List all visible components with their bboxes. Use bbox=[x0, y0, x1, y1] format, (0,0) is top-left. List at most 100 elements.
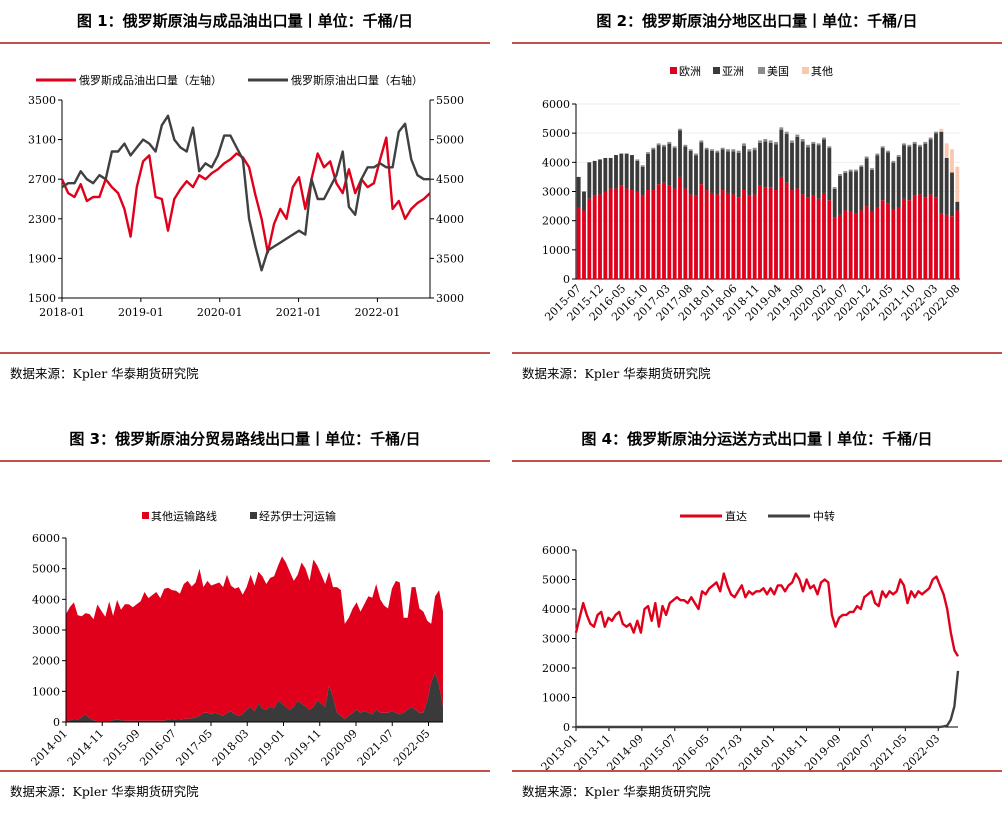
source-rule bbox=[512, 352, 1002, 354]
series-line-2 bbox=[576, 670, 960, 729]
bar-segment-europe bbox=[838, 214, 842, 279]
bar-segment-asia bbox=[790, 142, 794, 191]
bar-segment-usa bbox=[768, 140, 773, 143]
bar-segment-usa bbox=[886, 150, 890, 153]
bar-segment-asia bbox=[598, 159, 602, 195]
x-tick-label: 2019-11 bbox=[282, 727, 324, 769]
bar-segment-europe bbox=[603, 191, 608, 279]
bar-segment-asia bbox=[704, 149, 709, 191]
bar-segment-europe bbox=[816, 198, 821, 279]
bar-segment-asia bbox=[672, 148, 677, 189]
source-note: 数据来源：Kpler 华泰期货研究院 bbox=[522, 366, 711, 381]
figure-1-title: 图 1：俄罗斯原油与成品油出口量丨单位：千桶/日 bbox=[76, 12, 414, 30]
bar-segment-usa bbox=[790, 140, 794, 143]
bar-segment-usa bbox=[662, 144, 666, 147]
bar-segment-asia bbox=[587, 162, 592, 199]
bar-segment-europe bbox=[598, 194, 602, 279]
bar-segment-europe bbox=[918, 194, 922, 279]
bar-segment-europe bbox=[742, 190, 746, 279]
bar-segment-europe bbox=[790, 190, 794, 279]
bar-segment-usa bbox=[875, 153, 880, 156]
x-tick-label: 2019-01 bbox=[118, 306, 164, 319]
bar-segment-asia bbox=[886, 152, 890, 204]
bar-segment-europe bbox=[912, 195, 917, 280]
bar-segment-europe bbox=[923, 197, 928, 279]
y-tick-label: 4500 bbox=[436, 173, 464, 186]
title-rule bbox=[0, 42, 490, 44]
legend-swatch bbox=[670, 67, 677, 74]
bar-segment-asia bbox=[800, 141, 805, 195]
bar-segment-europe bbox=[662, 182, 666, 279]
bar-segment-other bbox=[939, 128, 944, 132]
bar-segment-europe bbox=[832, 217, 837, 279]
bar-segment-europe bbox=[854, 213, 858, 280]
x-tick-label: 2017-05 bbox=[174, 727, 216, 769]
bar-segment-europe bbox=[667, 185, 672, 279]
figure-2-title: 图 2：俄罗斯原油分地区出口量丨单位：千桶/日 bbox=[596, 12, 918, 30]
y-tick-label: 4000 bbox=[436, 213, 464, 226]
bar-segment-usa bbox=[838, 174, 842, 176]
bar-segment-europe bbox=[800, 194, 805, 279]
title-rule bbox=[0, 460, 490, 462]
y-tick-label: 2000 bbox=[542, 215, 570, 228]
bar-segment-europe bbox=[576, 207, 581, 279]
bar-segment-europe bbox=[694, 195, 698, 280]
bar-segment-europe bbox=[763, 187, 768, 280]
title-rule bbox=[512, 42, 1002, 44]
bar-segment-usa bbox=[918, 144, 922, 147]
bar-segment-usa bbox=[699, 140, 704, 143]
bar-segment-europe bbox=[715, 194, 720, 279]
y-tick-label: 6000 bbox=[542, 544, 570, 557]
figure-1-chart: 1500 1900 2300 2700 3100 3500 3000 3500 4000 4500… bbox=[28, 73, 464, 319]
bar-segment-usa bbox=[891, 160, 896, 163]
bar-segment-asia bbox=[827, 148, 832, 201]
bar-segment-europe bbox=[811, 195, 816, 280]
bar-segment-other bbox=[944, 143, 949, 158]
series-line-1 bbox=[574, 572, 960, 657]
bar-segment-usa bbox=[934, 131, 938, 134]
legend-swatch bbox=[802, 67, 809, 74]
bar-segment-europe bbox=[640, 195, 645, 280]
x-tick-label: 2020-09 bbox=[319, 727, 361, 769]
x-tick-label: 2014-11 bbox=[65, 727, 107, 769]
bar-segment-asia bbox=[864, 158, 869, 207]
bar-segment-europe bbox=[939, 213, 944, 280]
bar-segment-europe bbox=[848, 211, 853, 279]
bar-segment-asia bbox=[875, 155, 880, 208]
y-tick-label: 2000 bbox=[32, 655, 60, 668]
bar-segment-europe bbox=[864, 206, 869, 279]
bar-segment-asia bbox=[576, 176, 581, 208]
legend-label: 直达 bbox=[725, 509, 747, 523]
panel-figure-4: 图 4：俄罗斯原油分运送方式出口量丨单位：千桶/日 0 1000 2000 3000 4… bbox=[512, 418, 1002, 818]
bar-segment-europe bbox=[859, 210, 864, 279]
legend-swatch bbox=[758, 67, 765, 74]
bar-segment-asia bbox=[939, 131, 944, 214]
bar-segment-asia bbox=[736, 153, 741, 198]
bar-segment-europe bbox=[699, 184, 704, 279]
bar-segment-europe bbox=[710, 192, 714, 279]
legend-label: 其他运输路线 bbox=[151, 509, 217, 523]
bar-segment-asia bbox=[592, 160, 597, 196]
bar-segment-asia bbox=[726, 151, 730, 193]
bar-segment-asia bbox=[928, 139, 933, 195]
bar-segment-asia bbox=[907, 146, 912, 201]
bar-segment-usa bbox=[747, 149, 752, 152]
bar-segment-asia bbox=[640, 166, 645, 196]
bar-segment-usa bbox=[907, 144, 912, 147]
bar-segment-europe bbox=[907, 200, 912, 279]
x-tick-label: 2018-01 bbox=[39, 306, 85, 319]
bar-segment-europe bbox=[635, 191, 640, 279]
source-rule bbox=[512, 770, 1002, 772]
bar-segment-europe bbox=[736, 197, 741, 279]
bar-segment-europe bbox=[758, 185, 762, 279]
bar-segment-europe bbox=[672, 188, 677, 279]
x-tick-label: 2014-01 bbox=[29, 727, 71, 769]
bar-segment-usa bbox=[843, 171, 848, 173]
area-other-routes bbox=[66, 556, 443, 722]
bar-segment-asia bbox=[779, 129, 784, 177]
bar-segment-europe bbox=[774, 190, 778, 279]
bar-segment-asia bbox=[608, 157, 613, 189]
bar-segment-europe bbox=[784, 182, 789, 279]
y-tick-label: 5000 bbox=[542, 574, 570, 587]
bar-segment-asia bbox=[635, 160, 640, 192]
